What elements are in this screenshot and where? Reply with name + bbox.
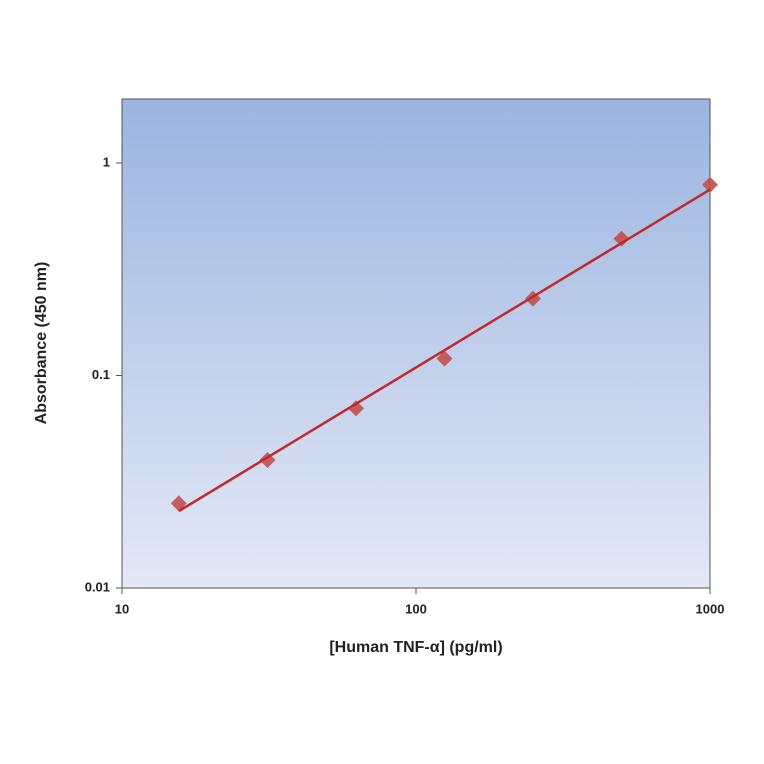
- fit-line: [178, 188, 711, 513]
- x-axis-title: [Human TNF-α] (pg/ml): [329, 639, 502, 656]
- x-tick-label: 1000: [696, 601, 725, 616]
- y-tick-label: 1: [103, 154, 110, 169]
- plot-area: [121, 98, 711, 589]
- data-point: [613, 230, 630, 247]
- y-tick-label: 0.01: [85, 579, 110, 594]
- data-point: [702, 176, 718, 193]
- y-tick-label: 0.1: [92, 367, 110, 382]
- data-point: [436, 350, 453, 367]
- y-axis-title: Absorbance (450 nm): [33, 262, 50, 425]
- x-tick-label: 10: [115, 601, 129, 616]
- x-tick-label: 100: [405, 601, 427, 616]
- data-point: [347, 400, 364, 417]
